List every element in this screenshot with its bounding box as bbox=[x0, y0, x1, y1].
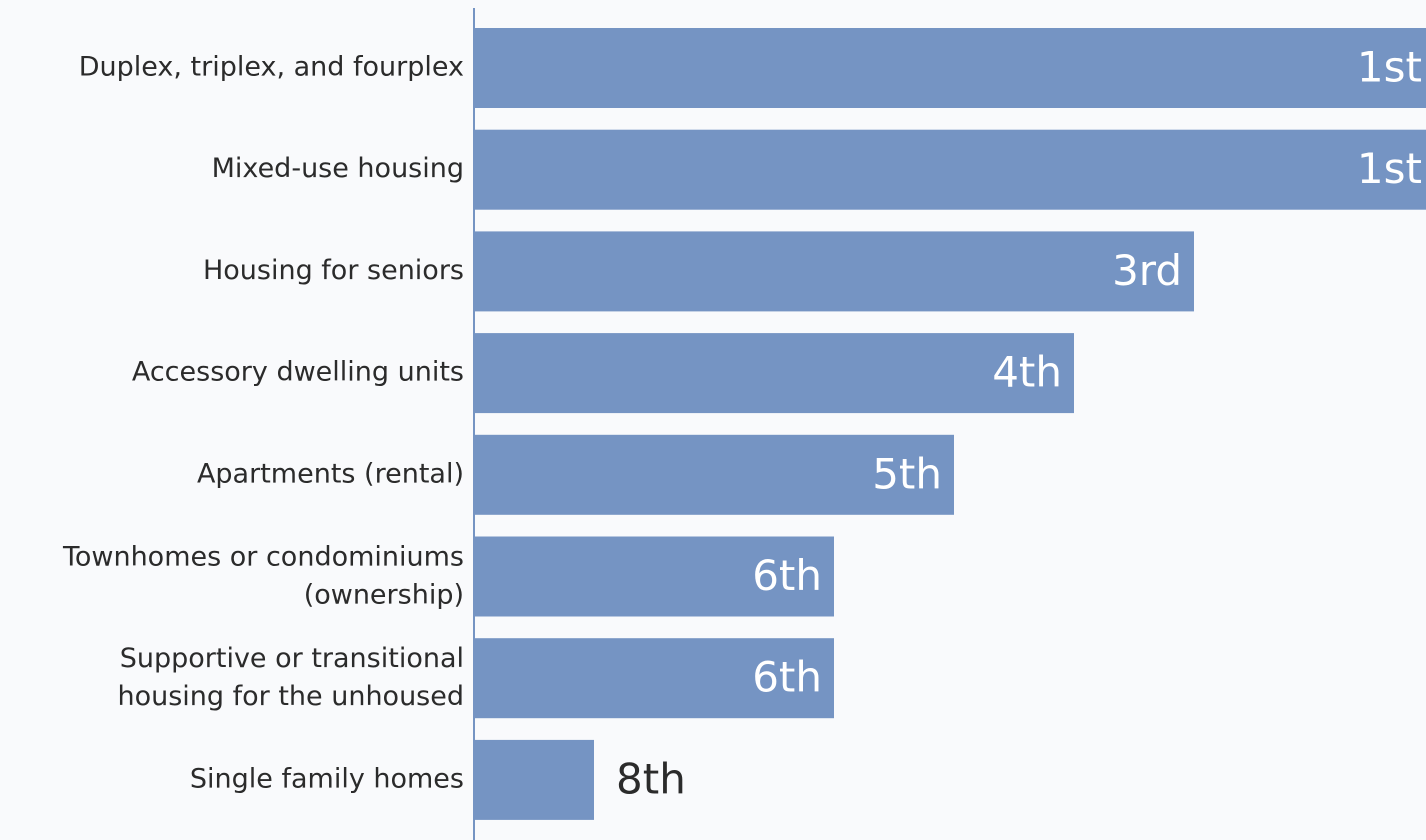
value-label: 6th bbox=[752, 551, 822, 600]
value-label: 8th bbox=[616, 754, 686, 803]
value-label: 5th bbox=[872, 449, 942, 498]
category-label: Townhomes or condominiums (ownership) bbox=[62, 541, 464, 610]
bar bbox=[474, 739, 594, 820]
bar bbox=[474, 231, 1194, 312]
value-label: 4th bbox=[992, 348, 1062, 397]
category-label: Accessory dwelling units bbox=[132, 357, 464, 388]
category-label: Supportive or transitional housing for th… bbox=[117, 643, 464, 712]
bar bbox=[474, 333, 1074, 414]
bar bbox=[474, 28, 1426, 108]
category-label: Apartments (rental) bbox=[197, 458, 464, 489]
value-label: 1st bbox=[1357, 43, 1422, 92]
bar bbox=[474, 638, 834, 719]
value-label: 3rd bbox=[1112, 246, 1182, 295]
bar bbox=[474, 129, 1426, 210]
category-label: Single family homes bbox=[190, 763, 464, 794]
bar bbox=[474, 434, 954, 515]
category-label: Mixed-use housing bbox=[212, 153, 464, 184]
value-label: 1st bbox=[1357, 144, 1422, 193]
category-label: Housing for seniors bbox=[203, 255, 464, 286]
value-label: 6th bbox=[752, 653, 822, 702]
category-label: Duplex, triplex, and fourplex bbox=[79, 52, 464, 83]
bar bbox=[474, 536, 834, 617]
